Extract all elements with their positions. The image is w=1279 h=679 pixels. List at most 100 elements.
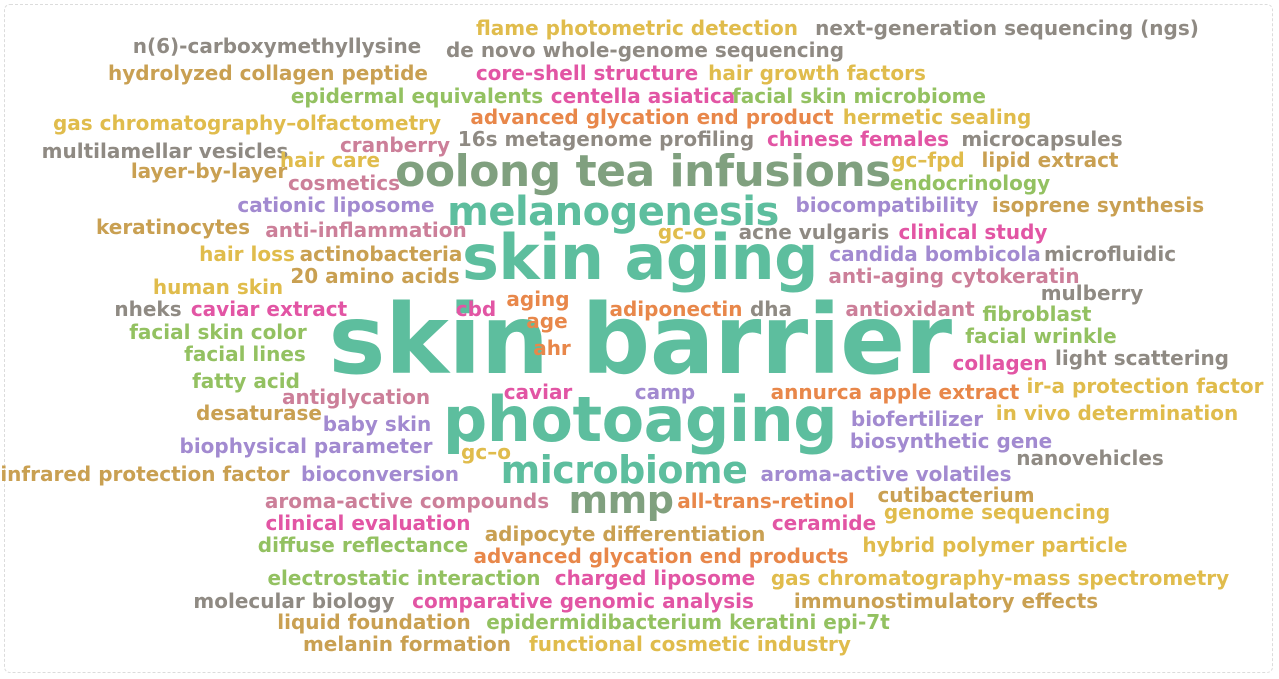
word-endocrinology: endocrinology xyxy=(889,171,1051,195)
word-isoprene-synthesis: isoprene synthesis xyxy=(991,193,1205,217)
word-multilamellar-vesicles: multilamellar vesicles xyxy=(41,139,289,163)
word-skin-barrier: skin barrier xyxy=(328,284,952,396)
word-epidermal-equivalents: epidermal equivalents xyxy=(290,84,544,108)
word-16s-metagenome-profiling: 16s metagenome profiling xyxy=(457,127,755,151)
word-cutibacterium: cutibacterium xyxy=(877,483,1035,507)
word-desaturase: desaturase xyxy=(196,401,322,425)
word-adipocyte-differentiation: adipocyte differentiation xyxy=(484,522,766,546)
word-centella-asiatica: centella asiatica xyxy=(550,84,736,108)
word-keratinocytes: keratinocytes xyxy=(95,215,251,239)
word-oolong-tea-infusions: oolong tea infusions xyxy=(395,146,891,197)
word-hybrid-polymer-particle: hybrid polymer particle xyxy=(862,533,1128,557)
word-core-shell-structure: core-shell structure xyxy=(475,61,699,85)
word-acne-vulgaris: acne vulgaris xyxy=(738,220,890,244)
word-immunostimulatory-effects: immunostimulatory effects xyxy=(793,589,1099,613)
word-nanovehicles: nanovehicles xyxy=(1016,446,1164,470)
word-comparative-genomic-analysis: comparative genomic analysis xyxy=(412,589,754,613)
word-collagen: collagen xyxy=(952,351,1048,375)
word-cranberry: cranberry xyxy=(339,133,451,157)
word-n-6-carboxymethyllysine: n(6)-carboxymethyllysine xyxy=(132,34,422,58)
word-functional-cosmetic-industry: functional cosmetic industry xyxy=(529,632,851,656)
word-ceramide: ceramide xyxy=(771,511,877,535)
word-genome-sequencing: genome sequencing xyxy=(883,500,1111,524)
word-caviar-extract: caviar extract xyxy=(190,297,348,321)
word-clinical-evaluation: clinical evaluation xyxy=(265,511,471,535)
word-epidermidibacterium-keratini-epi-7t: epidermidibacterium keratini epi-7t xyxy=(486,610,890,634)
word-hermetic-sealing: hermetic sealing xyxy=(842,105,1032,129)
word-charged-liposome: charged liposome xyxy=(554,566,756,590)
word-ir-a-protection-factor: ir-a protection factor xyxy=(1026,374,1264,398)
word-mmp: mmp xyxy=(568,478,674,522)
word-hydrolyzed-collagen-peptide: hydrolyzed collagen peptide xyxy=(108,61,428,85)
word-infrared-protection-factor: infrared protection factor xyxy=(0,462,290,486)
word-light-scattering: light scattering xyxy=(1054,346,1230,370)
word-advanced-glycation-end-products: advanced glycation end products xyxy=(473,544,849,568)
word-gc-o: gc–o xyxy=(461,440,511,464)
word-photoaging: photoaging xyxy=(442,383,838,456)
word-microcapsules: microcapsules xyxy=(961,127,1123,151)
word-biocompatibility: biocompatibility xyxy=(795,193,979,217)
word-facial-wrinkle: facial wrinkle xyxy=(965,324,1117,348)
word-hair-growth-factors: hair growth factors xyxy=(708,61,926,85)
word-facial-skin-microbiome: facial skin microbiome xyxy=(732,84,986,108)
word-caviar: caviar xyxy=(503,380,573,404)
word-electrostatic-interaction: electrostatic interaction xyxy=(267,566,541,590)
word-cloud-frame xyxy=(4,4,1273,673)
word-human-skin: human skin xyxy=(152,275,284,299)
word-next-generation-sequencing-ngs: next-generation sequencing (ngs) xyxy=(815,16,1199,40)
word-aroma-active-compounds: aroma-active compounds xyxy=(264,489,550,513)
word-liquid-foundation: liquid foundation xyxy=(277,610,471,634)
word-flame-photometric-detection: flame photometric detection xyxy=(475,16,799,40)
word-all-trans-retinol: all-trans-retinol xyxy=(677,489,855,513)
word-cosmetics: cosmetics xyxy=(287,171,401,195)
word-antiglycation: antiglycation xyxy=(281,385,431,409)
word-age: age xyxy=(526,309,568,333)
word-de-novo-whole-genome-sequencing: de novo whole-genome sequencing xyxy=(445,38,845,62)
word-hair-loss: hair loss xyxy=(199,242,295,266)
word-in-vivo-determination: in vivo determination xyxy=(995,401,1239,425)
word-cbd: cbd xyxy=(455,297,497,321)
word-chinese-females: chinese females xyxy=(766,127,950,151)
word-candida-bombicola: candida bombicola xyxy=(829,242,1041,266)
word-20-amino-acids: 20 amino acids xyxy=(290,264,460,288)
word-fibroblast: fibroblast xyxy=(982,302,1092,326)
word-hair-care: hair care xyxy=(279,148,381,172)
word-biofertilizer: biofertilizer xyxy=(850,407,984,431)
word-skin-aging: skin aging xyxy=(461,221,819,294)
word-microbiome: microbiome xyxy=(500,448,748,492)
word-gc-o: gc-o xyxy=(657,220,707,244)
word-biosynthetic-gene: biosynthetic gene xyxy=(849,429,1053,453)
word-biophysical-parameter: biophysical parameter xyxy=(179,434,433,458)
word-molecular-biology: molecular biology xyxy=(193,589,395,613)
word-melanogenesis: melanogenesis xyxy=(447,189,779,235)
word-clinical-study: clinical study xyxy=(898,220,1048,244)
word-aroma-active-volatiles: aroma-active volatiles xyxy=(760,462,1012,486)
word-melanin-formation: melanin formation xyxy=(302,632,512,656)
word-dha: dha xyxy=(749,297,793,321)
word-antioxidant: antioxidant xyxy=(845,297,975,321)
word-mulberry: mulberry xyxy=(1040,281,1144,305)
word-layer-by-layer: layer-by-layer xyxy=(130,159,288,183)
word-anti-aging-cytokeratin: anti-aging cytokeratin xyxy=(828,264,1080,288)
word-anti-inflammation: anti-inflammation xyxy=(265,218,467,242)
word-gc-fpd: gc–fpd xyxy=(891,148,965,172)
word-advanced-glycation-end-product: advanced glycation end product xyxy=(470,105,834,129)
word-microfluidic: microfluidic xyxy=(1043,242,1177,266)
word-annurca-apple-extract: annurca apple extract xyxy=(770,380,1020,404)
word-gas-chromatography-mass-spectrometry: gas chromatography-mass spectrometry xyxy=(770,566,1230,590)
word-ahr: ahr xyxy=(533,336,571,360)
word-fatty-acid: fatty acid xyxy=(192,369,300,393)
word-nheks: nheks xyxy=(114,297,182,321)
word-cationic-liposome: cationic liposome xyxy=(237,193,435,217)
word-aging: aging xyxy=(506,287,570,311)
word-diffuse-reflectance: diffuse reflectance xyxy=(257,533,469,557)
word-lipid-extract: lipid extract xyxy=(981,148,1119,172)
word-bioconversion: bioconversion xyxy=(301,462,459,486)
word-adiponectin: adiponectin xyxy=(609,297,743,321)
word-camp: camp xyxy=(634,380,696,404)
word-facial-skin-color: facial skin color xyxy=(129,320,307,344)
word-gas-chromatography-olfactometry: gas chromatography–olfactometry xyxy=(52,111,442,135)
word-baby-skin: baby skin xyxy=(322,412,432,436)
word-facial-lines: facial lines xyxy=(184,342,306,366)
